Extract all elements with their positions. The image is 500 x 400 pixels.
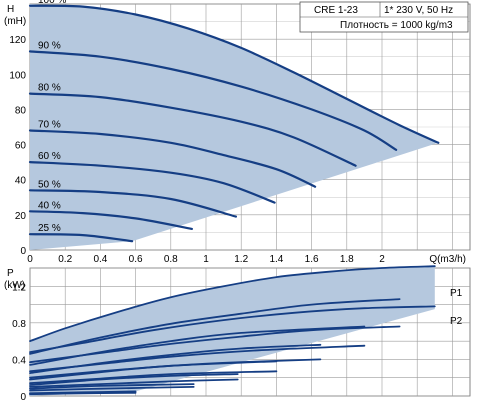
power-y-tick-label: 0 (20, 392, 26, 400)
power-curve-P2100 (29, 305, 436, 353)
power-envelope-area (30, 266, 435, 396)
head-y-tick-label: 20 (15, 211, 27, 222)
power-curve-P125 (29, 390, 137, 395)
power-curves (29, 265, 436, 396)
head-x-tick-label: Q(m3/h) (429, 254, 466, 265)
head-x-tick-label: 0.4 (93, 254, 107, 265)
head-curve-25 (28, 233, 134, 243)
head-curve-label: 80 % (38, 83, 61, 94)
head-x-tick-labels: 0 0.2 0.4 0.6 0.8 1 1.2 1.4 1.6 1.8 2 Q(m3/h) (27, 254, 466, 265)
head-curve-label: 40 % (38, 200, 61, 211)
head-y-tick-label: 100 (9, 70, 26, 81)
head-y-tick-label: 40 (15, 176, 27, 187)
head-y-tick-labels: 0 20 40 60 80 100 120 (9, 35, 26, 257)
power-curve-P140 (29, 383, 195, 390)
head-curve-80 (28, 92, 357, 167)
power-curve-P225 (29, 391, 137, 396)
head-envelope (30, 4, 439, 250)
power-curve-P1100 (29, 265, 436, 342)
head-x-tick-label: 0 (27, 254, 33, 265)
power-y-tick-label: 1.2 (12, 282, 26, 293)
head-axis-unit: (mH) (4, 16, 26, 27)
head-curve-50 (28, 189, 237, 218)
head-curve-70 (28, 129, 317, 188)
head-y-tick-label: 60 (15, 141, 27, 152)
head-y-tick-label: 120 (9, 35, 26, 46)
head-curve-label: 70 % (38, 120, 61, 131)
head-curve-label: 50 % (38, 179, 61, 190)
head-percentage-labels: 100 % 90 % 80 % 70 % 60 % 50 % 40 % 25 % (38, 0, 66, 234)
power-y-tick-label: 0.4 (12, 355, 26, 366)
head-x-tick-label: 2 (379, 254, 385, 265)
power-curve-P170 (29, 343, 322, 374)
power-curve-P180 (29, 325, 366, 366)
power-axis-unit: (kW) (4, 280, 25, 291)
head-x-tick-label: 0.2 (58, 254, 72, 265)
head-curve-90 (28, 50, 398, 151)
power-axis-label: P (7, 268, 14, 279)
power-y-tick-label: 0.8 (12, 319, 26, 330)
head-curve-label: 100 % (38, 0, 66, 6)
series-label-p1: P1 (450, 288, 463, 299)
head-plot: 100 % 90 % 80 % 70 % 60 % 50 % 40 % 25 % 0 0.2 0.… (4, 0, 471, 265)
head-curve-100 (28, 4, 440, 144)
head-curve-40 (28, 210, 193, 230)
head-x-tick-label: 1.6 (305, 254, 319, 265)
head-curve-60 (28, 161, 276, 204)
density-label: Плотность = 1000 kg/m3 (340, 20, 453, 31)
header-box: CRE 1-23 1* 230 V, 50 Hz Плотность = 100… (299, 1, 469, 33)
power-curve-P250 (29, 378, 239, 388)
power-envelope (30, 266, 435, 396)
power-plot: 0 0.4 0.8 1.2 P (kW) P1 P2 (4, 265, 471, 400)
head-x-tick-label: 1.2 (234, 254, 248, 265)
head-x-tick-label: 1.4 (269, 254, 283, 265)
head-x-tick-label: 1.8 (340, 254, 354, 265)
head-x-tick-label: 1 (203, 254, 209, 265)
power-curve-P240 (29, 386, 195, 392)
head-axis-label: H (7, 4, 14, 15)
head-x-tick-label: 0.8 (164, 254, 178, 265)
head-y-tick-label: 80 (15, 105, 27, 116)
series-label-p2: P2 (450, 316, 463, 327)
head-curves (28, 4, 440, 243)
head-curve-label: 90 % (38, 40, 61, 51)
head-curve-label: 60 % (38, 151, 61, 162)
head-y-tick-label: 0 (20, 246, 26, 257)
head-curve-label: 25 % (38, 223, 61, 234)
head-x-tick-label: 0.6 (129, 254, 143, 265)
power-curve-P260 (29, 370, 278, 385)
head-envelope-area (30, 4, 439, 250)
power-y-tick-labels: 0 0.4 0.8 1.2 (12, 282, 26, 400)
supply-label: 1* 230 V, 50 Hz (384, 5, 453, 16)
model-label: CRE 1-23 (314, 5, 358, 16)
power-curve-P160 (29, 360, 278, 381)
power-curve-P150 (29, 373, 239, 386)
power-curve-P190 (29, 298, 401, 355)
